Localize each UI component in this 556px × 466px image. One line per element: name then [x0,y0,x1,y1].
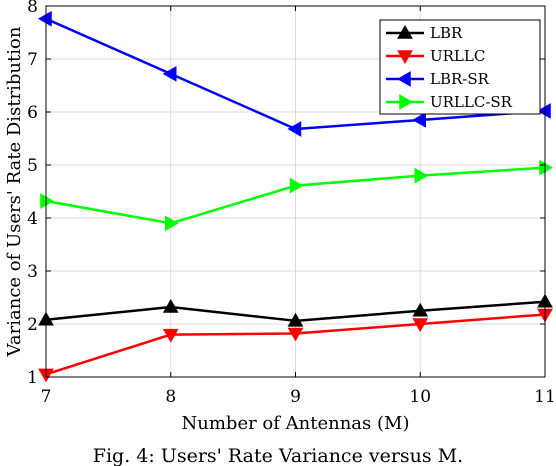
y-tick-label: 5 [27,156,38,176]
figure-caption: Fig. 4: Users' Rate Variance versus M. [93,445,463,466]
series-lbr [38,293,553,327]
legend-label: LBR [430,24,463,42]
data-point-lbr-sr [37,10,52,27]
series-layer [37,10,554,383]
data-point-urllc-sr [40,193,55,209]
legend: LBR URLLC LBR-SR URLLC-SR [379,19,541,115]
legend-marker [399,94,414,110]
data-point-lbr-sr [412,112,426,128]
x-tick-label: 10 [409,387,431,407]
x-tick-label: 8 [165,387,176,407]
legend-marker [396,71,411,87]
data-point-urllc [412,318,429,333]
data-point-lbr [162,299,179,313]
data-point-lbr-sr [536,103,551,119]
y-tick-label: 1 [27,368,38,388]
x-tick-label: 7 [41,387,52,407]
x-tick-label: 9 [290,387,301,407]
series-urllc [38,308,553,383]
data-point-urllc [162,328,179,343]
y-tick-label: 6 [27,103,38,123]
legend-item-urllc: URLLC [386,47,485,65]
y-tick-label: 8 [27,0,38,17]
legend-marker [397,50,413,65]
data-point-lbr [287,312,304,327]
data-point-lbr-sr [162,65,177,82]
legend-label: URLLC [430,47,485,65]
series-urllc-sr [40,159,554,232]
data-point-lbr-sr [287,121,302,137]
data-point-urllc-sr [414,167,429,184]
data-point-urllc [287,327,304,342]
legend-item-urllc-sr: URLLC-SR [386,93,513,111]
legend-label: URLLC-SR [430,93,513,111]
legend-marker [397,24,413,39]
y-tick-label: 2 [27,315,38,335]
data-point-urllc-sr [165,215,179,232]
y-tick-label: 4 [27,209,38,229]
y-axis-label: Variance of Users' Rate Distribution [4,26,25,357]
legend-label: LBR-SR [430,70,490,88]
x-axis-label: Number of Antennas (M) [182,413,410,434]
y-tick-label: 7 [27,50,38,70]
data-point-urllc-sr [539,159,554,176]
y-tick-label: 3 [27,262,38,282]
legend-item-lbr-sr: LBR-SR [386,70,490,88]
data-point-lbr [412,302,429,317]
data-point-urllc-sr [289,177,304,194]
x-tick-label: 11 [534,387,556,407]
legend-item-lbr: LBR [386,24,463,42]
series-lbr-sr [37,10,551,137]
